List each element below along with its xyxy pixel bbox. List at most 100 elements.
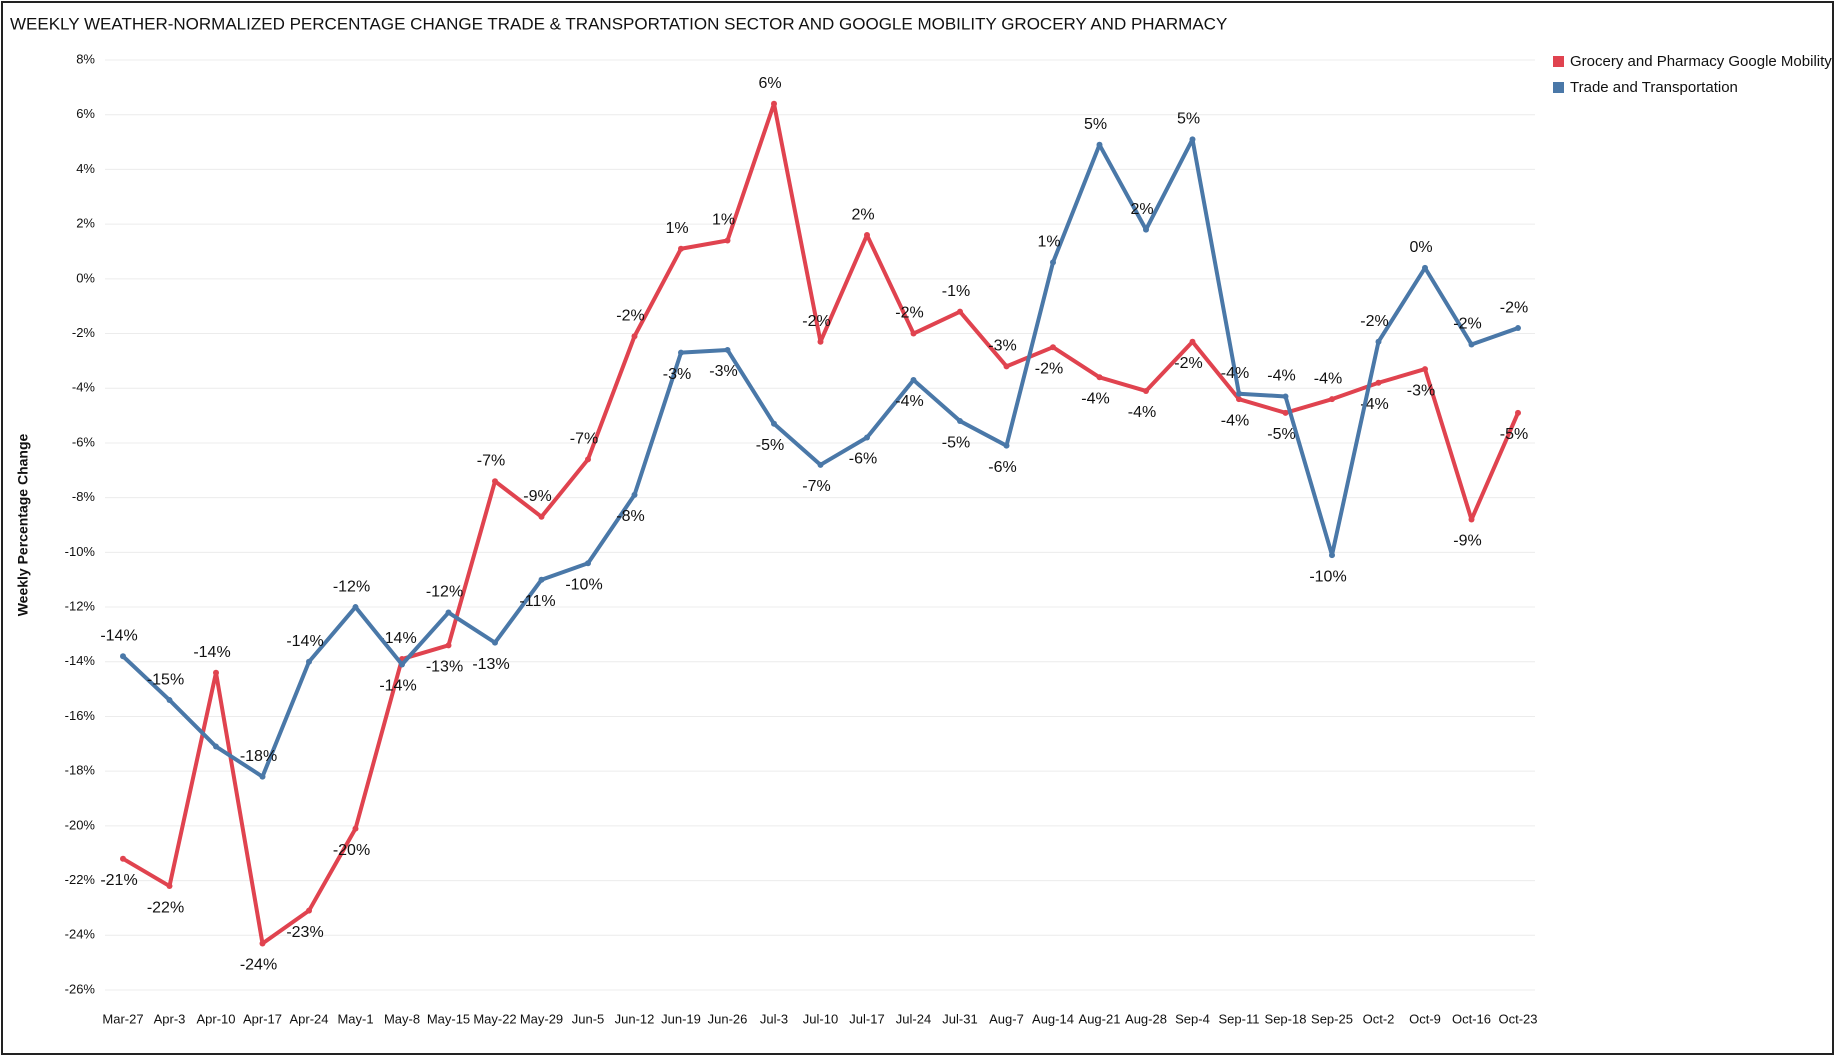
data-label: -5% bbox=[1267, 426, 1295, 443]
x-tick-label: Aug-14 bbox=[1032, 1011, 1074, 1026]
point bbox=[492, 478, 498, 485]
point bbox=[771, 100, 777, 107]
point bbox=[213, 743, 219, 750]
x-tick-label: Jun-5 bbox=[572, 1011, 605, 1026]
point bbox=[678, 349, 684, 356]
x-tick-label: Jun-26 bbox=[708, 1011, 748, 1026]
x-tick-label: Oct-9 bbox=[1409, 1011, 1441, 1026]
y-tick-label: -8% bbox=[72, 489, 96, 504]
point bbox=[1050, 344, 1056, 351]
data-label: 0% bbox=[1409, 239, 1432, 256]
point bbox=[352, 825, 359, 832]
point bbox=[166, 883, 173, 890]
y-tick-label: 6% bbox=[76, 106, 95, 121]
data-label: 2% bbox=[851, 206, 874, 223]
y-tick-label: -24% bbox=[65, 927, 96, 942]
x-tick-label: Jun-12 bbox=[615, 1011, 655, 1026]
point bbox=[724, 346, 731, 353]
x-tick-label: Jul-31 bbox=[942, 1011, 977, 1026]
data-label: 6% bbox=[758, 75, 781, 92]
point bbox=[817, 338, 824, 345]
point bbox=[120, 855, 126, 862]
point bbox=[910, 377, 917, 384]
x-tick-label: Jul-24 bbox=[896, 1011, 931, 1026]
y-tick-label: 2% bbox=[76, 216, 95, 231]
x-tick-label: Apr-17 bbox=[243, 1011, 282, 1026]
x-tick-label: May-1 bbox=[337, 1011, 373, 1026]
x-tick-label: Sep-4 bbox=[1175, 1011, 1210, 1026]
data-label: -12% bbox=[333, 578, 370, 595]
point bbox=[259, 773, 266, 780]
y-tick-label: -4% bbox=[72, 380, 96, 395]
point bbox=[864, 434, 870, 441]
legend-label: Grocery and Pharmacy Google Mobility bbox=[1570, 53, 1832, 70]
data-label: -11% bbox=[519, 593, 555, 610]
point bbox=[259, 940, 266, 947]
y-tick-label: -20% bbox=[65, 817, 96, 832]
x-tick-label: Jul-10 bbox=[803, 1011, 838, 1026]
point bbox=[1236, 396, 1242, 403]
point bbox=[445, 609, 452, 616]
data-label: -2% bbox=[895, 305, 923, 322]
data-label: -3% bbox=[1407, 382, 1435, 399]
x-tick-label: Aug-28 bbox=[1125, 1011, 1167, 1026]
x-tick-label: Sep-25 bbox=[1311, 1011, 1353, 1026]
data-label: -7% bbox=[477, 452, 505, 469]
series-line bbox=[121, 101, 1520, 946]
y-tick-label: -6% bbox=[72, 434, 96, 449]
x-tick-label: Sep-18 bbox=[1265, 1011, 1307, 1026]
point bbox=[910, 330, 917, 337]
data-label: -10% bbox=[565, 577, 602, 594]
point bbox=[957, 418, 963, 425]
point bbox=[399, 661, 405, 668]
data-label: -3% bbox=[663, 366, 691, 383]
x-tick-label: Jun-19 bbox=[661, 1011, 701, 1026]
point bbox=[120, 653, 126, 660]
data-label: -2% bbox=[1174, 355, 1202, 372]
data-label: -23% bbox=[286, 924, 323, 941]
data-label: -3% bbox=[988, 338, 1016, 355]
data-label: -4% bbox=[1128, 404, 1156, 421]
point bbox=[1003, 363, 1010, 370]
data-label: -22% bbox=[147, 899, 184, 916]
point bbox=[1096, 374, 1103, 381]
point bbox=[1515, 325, 1521, 332]
data-label: -13% bbox=[426, 659, 463, 676]
y-tick-label: 8% bbox=[76, 51, 95, 66]
x-tick-label: Oct-23 bbox=[1498, 1011, 1537, 1026]
series-line bbox=[121, 137, 1519, 779]
point bbox=[771, 420, 777, 427]
data-label: 5% bbox=[1177, 111, 1200, 128]
point bbox=[1468, 341, 1475, 348]
legend-swatch bbox=[1553, 56, 1564, 67]
y-axis-label: Weekly Percentage Change bbox=[15, 433, 31, 616]
x-tick-label: Mar-27 bbox=[102, 1011, 143, 1026]
data-label: -9% bbox=[523, 488, 551, 505]
data-label: -21% bbox=[100, 872, 137, 889]
data-label: -24% bbox=[240, 957, 277, 974]
data-label: -14% bbox=[100, 628, 137, 645]
point bbox=[213, 669, 219, 676]
y-tick-label: -2% bbox=[72, 325, 96, 340]
data-label: -7% bbox=[570, 431, 598, 448]
data-label: -20% bbox=[333, 842, 370, 859]
x-tick-label: May-29 bbox=[520, 1011, 563, 1026]
data-label: -5% bbox=[942, 434, 970, 451]
data-label: -4% bbox=[1267, 368, 1295, 385]
data-label: -7% bbox=[802, 478, 830, 495]
point bbox=[1282, 393, 1289, 400]
point bbox=[352, 604, 359, 611]
x-tick-label: Jul-17 bbox=[849, 1011, 884, 1026]
point bbox=[1515, 409, 1521, 416]
x-tick-label: Oct-16 bbox=[1452, 1011, 1491, 1026]
point bbox=[1189, 338, 1196, 345]
y-tick-label: -18% bbox=[65, 763, 96, 778]
y-tick-label: -26% bbox=[65, 981, 96, 996]
data-label: 2% bbox=[1130, 201, 1153, 218]
data-label: -14% bbox=[379, 630, 416, 647]
data-label: -18% bbox=[240, 748, 277, 765]
point bbox=[631, 333, 638, 340]
data-label: -2% bbox=[802, 313, 830, 330]
